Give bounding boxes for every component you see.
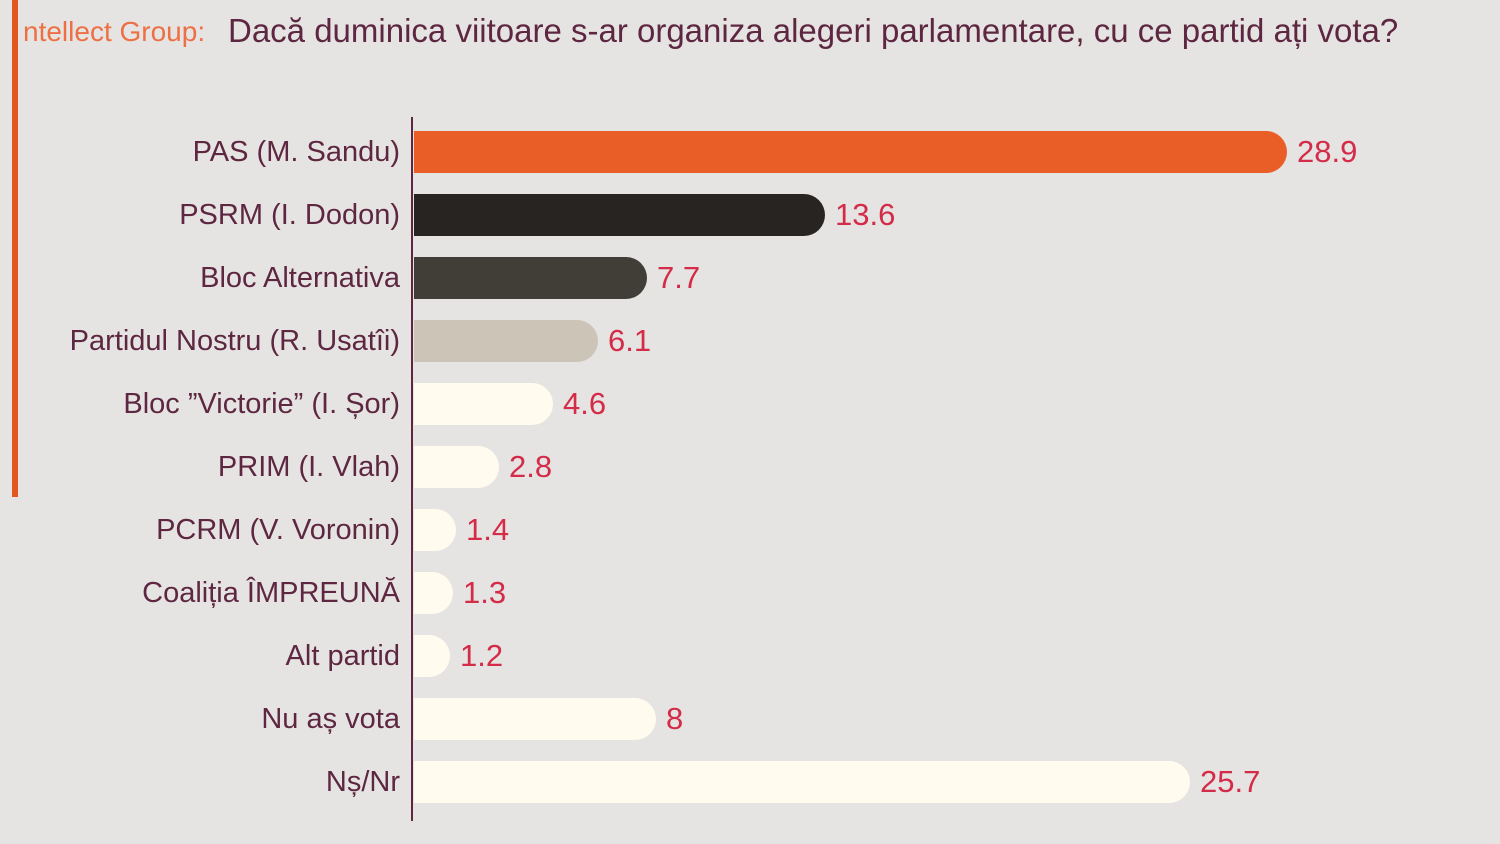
brand-label: ntellect Group: [23, 16, 206, 47]
value-label: 8 [666, 701, 684, 736]
bar-row: Partidul Nostru (R. Usatîi) 6.1 [0, 320, 1500, 362]
bar [414, 635, 450, 677]
bar [414, 194, 825, 236]
value-label: 2.8 [509, 449, 553, 484]
category-label: Nu aș vota [261, 703, 400, 735]
value-label: 25.7 [1200, 764, 1261, 799]
bar [414, 572, 453, 614]
value-label: 7.7 [657, 260, 701, 295]
bar [414, 698, 656, 740]
category-label: PCRM (V. Voronin) [156, 514, 400, 546]
bar-row: PCRM (V. Voronin) 1.4 [0, 509, 1500, 551]
bar-row: PRIM (I. Vlah) 2.8 [0, 446, 1500, 488]
value-label: 1.4 [466, 512, 510, 547]
value-label: 1.3 [463, 575, 507, 610]
category-label: PAS (M. Sandu) [192, 136, 400, 168]
bar-row: Bloc ”Victorie” (I. Șor) 4.6 [0, 383, 1500, 425]
category-label: Bloc ”Victorie” (I. Șor) [123, 388, 400, 420]
bar [414, 320, 598, 362]
bar [414, 446, 499, 488]
category-label: Coaliția ÎMPREUNĂ [142, 577, 400, 609]
category-label: Nș/Nr [325, 766, 400, 798]
category-label: Alt partid [285, 640, 400, 672]
brand-accent-bar [12, 0, 18, 497]
bar-row: PAS (M. Sandu) 28.9 [0, 131, 1500, 173]
value-label: 6.1 [608, 323, 652, 358]
bar-row: Nu aș vota 8 [0, 698, 1500, 740]
category-label: Partidul Nostru (R. Usatîi) [69, 325, 400, 357]
bar-row: Coaliția ÎMPREUNĂ 1.3 [0, 572, 1500, 614]
category-label: Bloc Alternativa [200, 262, 400, 294]
bar [414, 383, 553, 425]
value-label: 28.9 [1297, 134, 1358, 169]
category-label: PRIM (I. Vlah) [217, 451, 400, 483]
bar [414, 131, 1287, 173]
bar-row: PSRM (I. Dodon) 13.6 [0, 194, 1500, 236]
bar-row: Nș/Nr 25.7 [0, 761, 1500, 803]
value-label: 1.2 [460, 638, 504, 673]
value-label: 13.6 [835, 197, 896, 232]
y-axis-line [411, 117, 413, 821]
bar [414, 257, 647, 299]
value-label: 4.6 [563, 386, 607, 421]
category-label: PSRM (I. Dodon) [179, 199, 400, 231]
bar [414, 509, 456, 551]
bar [414, 761, 1190, 803]
chart-title: Dacă duminica viitoare s-ar organiza ale… [228, 12, 1399, 49]
bar-row: Bloc Alternativa 7.7 [0, 257, 1500, 299]
bar-row: Alt partid 1.2 [0, 635, 1500, 677]
